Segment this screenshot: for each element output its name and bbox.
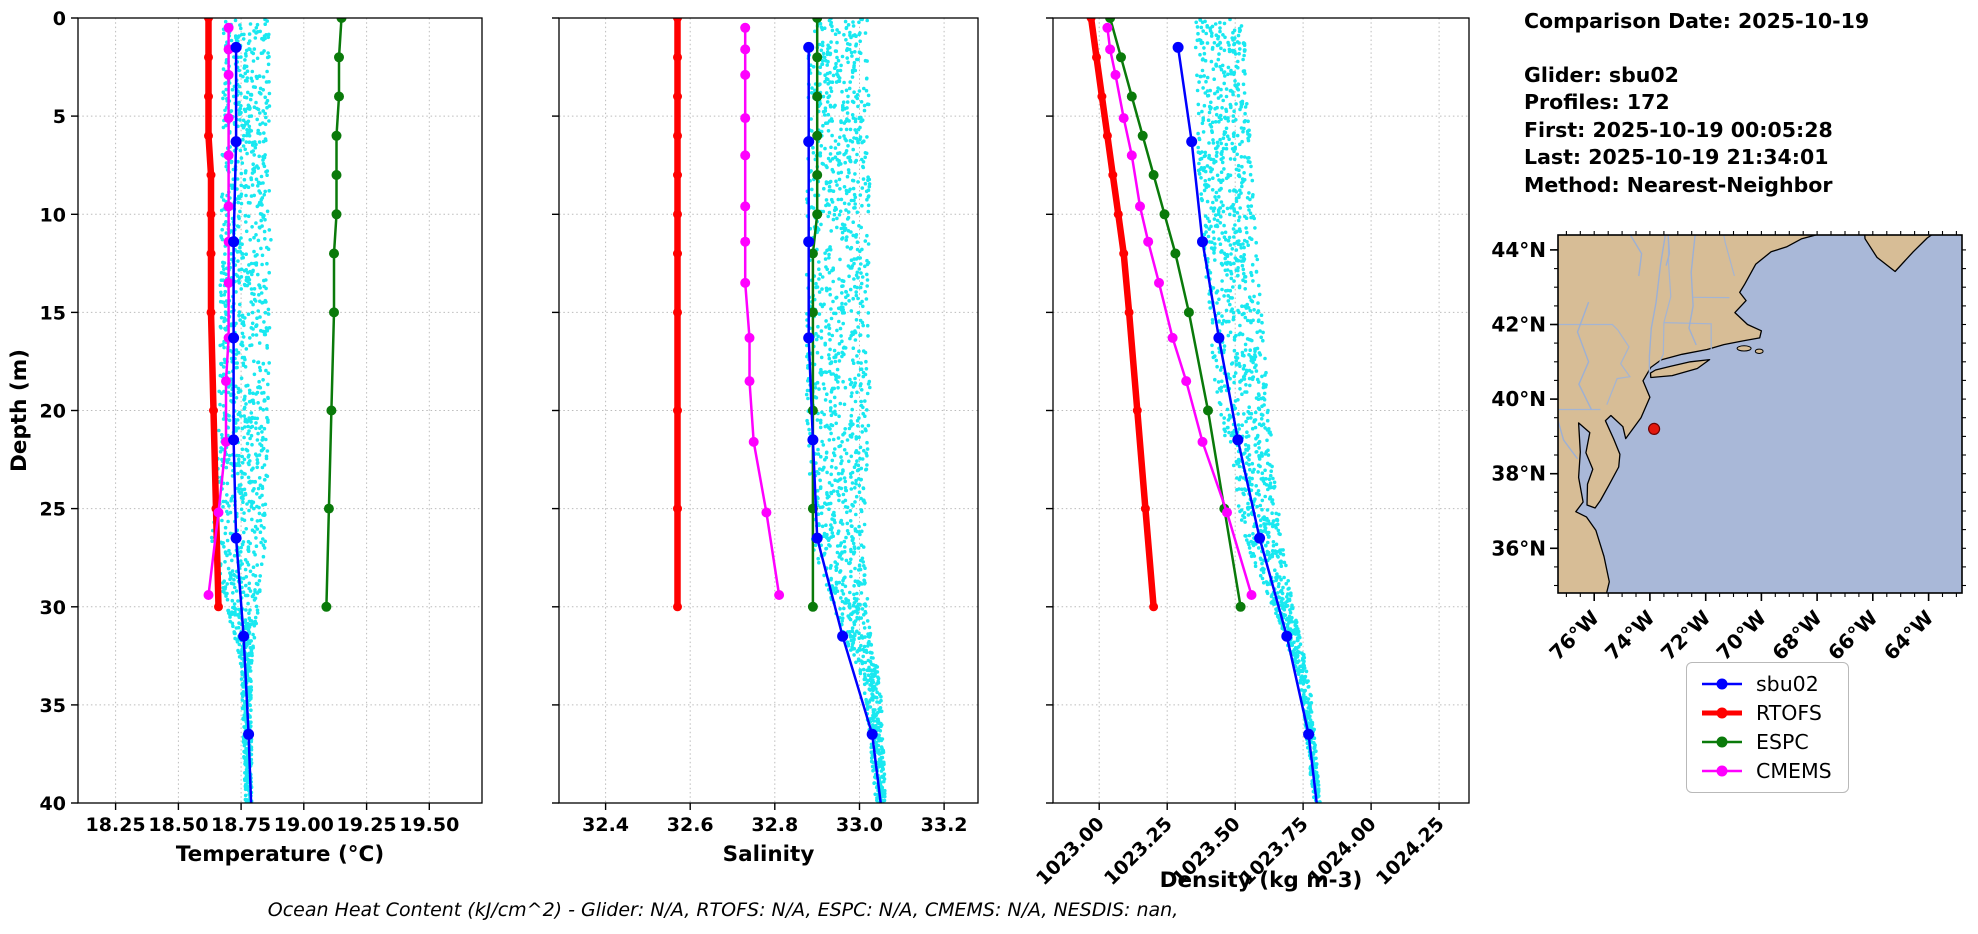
island	[1736, 345, 1752, 352]
cmems-markers	[1102, 22, 1257, 600]
svg-text:19.50: 19.50	[399, 814, 459, 836]
rtofs-markers	[673, 18, 682, 612]
svg-text:18.50: 18.50	[148, 814, 208, 836]
glider-location-marker	[1647, 422, 1661, 435]
svg-text:32.8: 32.8	[751, 814, 798, 836]
svg-text:20: 20	[40, 401, 66, 423]
glider-scatter-points	[209, 18, 273, 803]
map-frame	[1557, 234, 1963, 594]
svg-text:38°N: 38°N	[1491, 462, 1546, 486]
legend-line-espc	[1702, 736, 1742, 748]
svg-text:10: 10	[40, 204, 66, 226]
sbu02-markers	[1172, 41, 1315, 740]
legend-label-cmems: CMEMS	[1756, 759, 1832, 783]
sbu02-markers	[228, 41, 255, 740]
plot-density: 1023.001023.251023.501023.751024.001024.…	[1032, 17, 1470, 893]
glider-name: Glider: sbu02	[1524, 62, 1679, 87]
svg-text:19.00: 19.00	[274, 814, 334, 836]
svg-text:74°W: 74°W	[1600, 606, 1659, 665]
land-1	[1649, 358, 1711, 379]
land-0	[1558, 235, 1819, 593]
svg-text:40°N: 40°N	[1491, 387, 1546, 411]
svg-text:35: 35	[40, 695, 66, 717]
svg-text:32.4: 32.4	[582, 814, 629, 836]
svg-text:64°W: 64°W	[1879, 606, 1938, 665]
land-2	[1864, 235, 1933, 273]
svg-text:18.25: 18.25	[86, 814, 146, 836]
island	[1754, 348, 1764, 354]
legend-item-cmems: CMEMS	[1699, 759, 1832, 783]
x-axis-label-temperature: Temperature (°C)	[176, 842, 384, 867]
svg-text:25: 25	[40, 499, 66, 521]
grid-lines	[78, 17, 482, 804]
svg-text:68°W: 68°W	[1767, 606, 1826, 665]
x-axis-label-density: Density (kg m-3)	[1160, 868, 1363, 893]
first-profile-time: First: 2025-10-19 00:05:28	[1524, 117, 1833, 142]
legend-label-espc: ESPC	[1756, 730, 1809, 754]
location-map: 36°N 38°N 40°N 42°N 44°N 76°W74°W72°W70°W68°W…	[1491, 231, 1966, 665]
last-profile-time: Last: 2025-10-19 21:34:01	[1524, 145, 1829, 169]
map-major-ticks	[1550, 249, 1930, 601]
svg-text:1024.25: 1024.25	[1372, 813, 1449, 890]
svg-text:42°N: 42°N	[1491, 313, 1546, 337]
axis-ticks	[1046, 17, 1440, 810]
plot-temperature: 18.25 18.50 18.75 19.00 19.25 19.50 0 5 10 15 20 25…	[7, 8, 483, 867]
glider-scatter-points	[1193, 18, 1322, 803]
comparison-date: Comparison Date: 2025-10-19	[1524, 9, 1870, 33]
legend-label-rtofs: RTOFS	[1756, 701, 1822, 725]
svg-text:18.75: 18.75	[211, 814, 271, 836]
svg-text:70°W: 70°W	[1712, 606, 1771, 665]
legend-item-espc: ESPC	[1699, 730, 1832, 754]
tick-labels: 32.4 32.6 32.8 33.0 33.2	[582, 814, 967, 836]
plot-salinity: 32.4 32.6 32.8 33.0 33.2 Salinity	[552, 17, 979, 867]
legend-item-rtofs: RTOFS	[1699, 701, 1832, 725]
info-panel: Comparison Date: 2025-10-19 Glider: sbu0…	[1524, 8, 1869, 199]
svg-text:76°W: 76°W	[1544, 606, 1603, 665]
rtofs-markers	[204, 18, 223, 612]
legend-line-sbu02	[1702, 678, 1742, 690]
svg-text:15: 15	[40, 302, 66, 324]
axis-ticks	[552, 17, 945, 810]
rtofs-markers	[1086, 18, 1159, 612]
svg-text:0: 0	[53, 8, 66, 30]
legend-line-cmems	[1702, 765, 1742, 777]
svg-text:66°W: 66°W	[1823, 606, 1882, 665]
axes-frame	[558, 17, 979, 804]
axis-ticks	[71, 17, 430, 810]
svg-text:40: 40	[40, 793, 66, 815]
x-axis-label-salinity: Salinity	[723, 842, 815, 867]
svg-text:33.0: 33.0	[836, 814, 883, 836]
legend: sbu02 RTOFS ESPC CMEMS	[1686, 662, 1849, 793]
espc-markers	[321, 18, 347, 612]
svg-text:19.25: 19.25	[337, 814, 397, 836]
cmems-markers	[740, 22, 785, 600]
svg-text:33.2: 33.2	[921, 814, 968, 836]
svg-text:32.6: 32.6	[667, 814, 714, 836]
legend-line-rtofs	[1702, 707, 1742, 719]
tick-labels: 18.25 18.50 18.75 19.00 19.25 19.50 0 5 10 15 20 25…	[40, 8, 460, 836]
svg-text:36°N: 36°N	[1491, 536, 1546, 560]
svg-text:44°N: 44°N	[1491, 238, 1546, 262]
svg-text:1023.00: 1023.00	[1032, 813, 1109, 890]
profiles-count: Profiles: 172	[1524, 90, 1670, 114]
svg-text:72°W: 72°W	[1656, 606, 1715, 665]
legend-item-sbu02: sbu02	[1699, 672, 1832, 696]
grid-lines	[1053, 17, 1469, 804]
sbu02-markers	[803, 41, 878, 740]
legend-label-sbu02: sbu02	[1756, 672, 1819, 696]
y-axis-label: Depth (m)	[7, 349, 32, 472]
svg-text:30: 30	[40, 597, 66, 619]
method-label: Method: Nearest-Neighbor	[1524, 172, 1833, 197]
ohc-caption: Ocean Heat Content (kJ/cm^2) - Glider: N…	[267, 899, 1179, 921]
grid-lines	[559, 17, 978, 804]
rivers	[1558, 235, 1697, 460]
info-gap	[1524, 36, 1869, 62]
svg-text:5: 5	[53, 106, 66, 128]
